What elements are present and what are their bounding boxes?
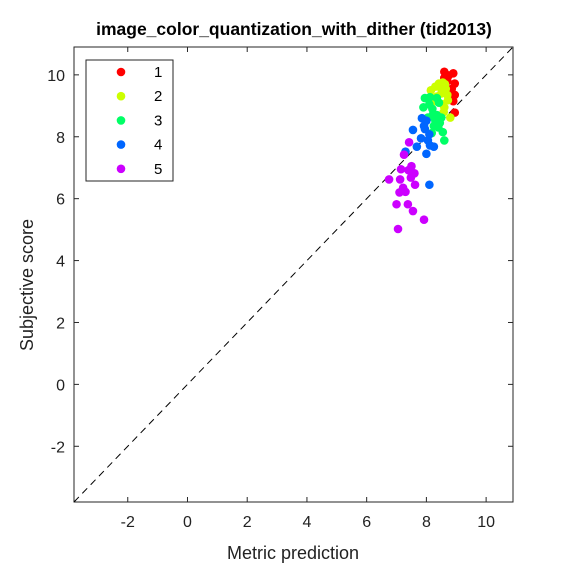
y-tick-label: 4 bbox=[56, 254, 65, 271]
data-point-series-5 bbox=[410, 180, 420, 190]
data-point-series-3 bbox=[437, 113, 446, 122]
data-point-series-4 bbox=[416, 134, 426, 143]
legend-label-series-1: 1 bbox=[154, 64, 162, 81]
y-axis: -2 0 2 4 6 8 10 bbox=[47, 68, 513, 456]
data-point-series-3 bbox=[419, 103, 428, 112]
legend-label-series-4: 4 bbox=[154, 137, 162, 154]
x-tick-label: 10 bbox=[477, 514, 495, 531]
data-point-series-5 bbox=[398, 183, 408, 193]
data-point-series-3 bbox=[425, 92, 435, 102]
y-tick-label: 0 bbox=[56, 377, 65, 394]
data-point-series-3 bbox=[440, 136, 449, 145]
legend-marker-series-2 bbox=[116, 91, 126, 101]
legend-marker-series-1 bbox=[116, 67, 126, 77]
legend-label-series-3: 3 bbox=[154, 112, 162, 129]
data-point-series-5 bbox=[406, 173, 416, 182]
data-point-series-4 bbox=[423, 136, 433, 145]
y-tick-label: 8 bbox=[56, 130, 65, 147]
data-point-series-4 bbox=[429, 142, 439, 151]
data-point-series-4 bbox=[422, 149, 431, 159]
y-axis-label: Subjective score bbox=[17, 219, 37, 351]
legend: 1 2 3 4 5 bbox=[85, 59, 174, 182]
x-tick-label: 8 bbox=[422, 514, 431, 531]
legend-marker-series-3 bbox=[116, 116, 126, 125]
x-axis: -2 0 2 4 6 8 10 bbox=[121, 47, 495, 531]
data-point-series-4 bbox=[425, 180, 434, 190]
data-point-series-3 bbox=[434, 123, 443, 132]
data-point-series-5 bbox=[399, 150, 409, 160]
data-point-series-5 bbox=[419, 215, 429, 225]
data-point-series-5 bbox=[404, 165, 413, 175]
x-tick-label: 6 bbox=[362, 514, 371, 531]
x-tick-label: 2 bbox=[243, 514, 252, 531]
legend-label-series-2: 2 bbox=[154, 88, 162, 105]
x-tick-label: -2 bbox=[121, 514, 135, 531]
data-point-series-5 bbox=[404, 138, 414, 147]
legend-marker-series-4 bbox=[116, 140, 126, 149]
data-point-series-2 bbox=[445, 113, 455, 122]
x-tick-label: 0 bbox=[183, 514, 192, 531]
data-point-series-2 bbox=[440, 79, 450, 89]
legend-label-series-5: 5 bbox=[154, 161, 162, 178]
y-tick-label: 10 bbox=[47, 68, 65, 85]
data-points bbox=[384, 67, 460, 234]
data-point-series-4 bbox=[419, 121, 429, 131]
data-point-series-5 bbox=[392, 199, 401, 209]
data-point-series-2 bbox=[442, 90, 452, 100]
data-point-series-4 bbox=[412, 142, 422, 151]
data-point-series-5 bbox=[384, 175, 394, 184]
data-point-series-1 bbox=[448, 69, 458, 78]
data-point-series-5 bbox=[408, 206, 418, 216]
reference-line-y-equals-x bbox=[73, 46, 514, 503]
data-point-series-4 bbox=[408, 125, 418, 135]
data-point-series-5 bbox=[396, 164, 406, 174]
legend-box bbox=[85, 59, 174, 182]
data-point-series-2 bbox=[426, 86, 436, 95]
x-axis-label: Metric prediction bbox=[227, 543, 359, 563]
chart-title: image_color_quantization_with_dither (ti… bbox=[96, 19, 492, 39]
data-point-series-5 bbox=[403, 199, 413, 209]
data-point-series-3 bbox=[428, 110, 438, 119]
data-point-series-5 bbox=[395, 175, 405, 184]
data-point-series-3 bbox=[432, 93, 442, 103]
y-tick-label: -2 bbox=[51, 439, 65, 456]
x-tick-label: 4 bbox=[302, 514, 311, 531]
y-tick-label: 2 bbox=[56, 315, 65, 332]
y-tick-label: 6 bbox=[56, 192, 65, 209]
data-point-series-5 bbox=[393, 224, 403, 234]
legend-marker-series-5 bbox=[116, 164, 126, 174]
